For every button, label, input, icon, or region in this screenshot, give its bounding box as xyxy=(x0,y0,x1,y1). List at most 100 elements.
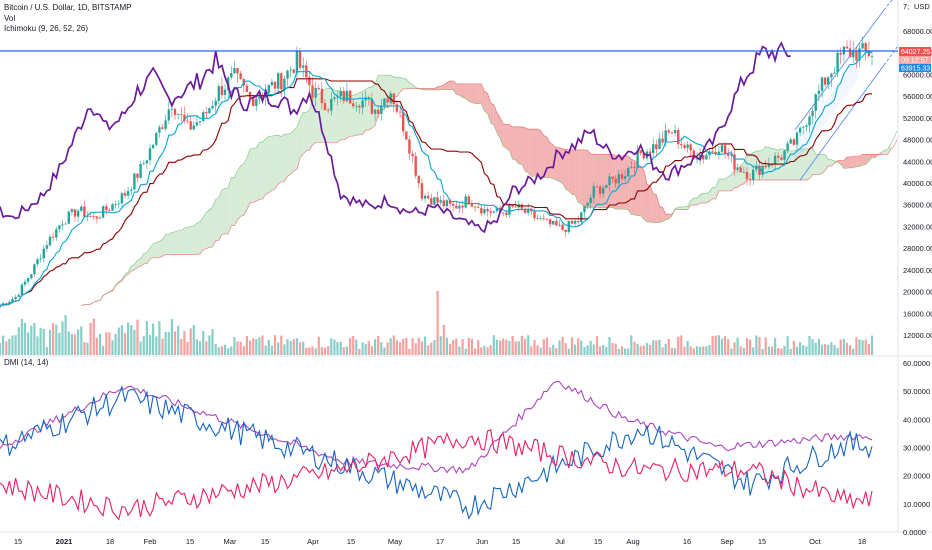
volume-bar xyxy=(252,338,255,355)
volume-bar xyxy=(805,346,808,355)
candle-body xyxy=(245,85,249,92)
candle-body xyxy=(358,105,361,108)
volume-bar xyxy=(92,318,95,355)
candle-body xyxy=(605,185,608,188)
candle-body xyxy=(655,144,658,150)
volume-bar xyxy=(555,348,558,355)
volume-bar xyxy=(180,339,183,355)
volume-bar xyxy=(499,340,502,355)
candle-body xyxy=(561,224,564,230)
price-tick-label: 16000.00 xyxy=(903,309,932,318)
cloud-segment xyxy=(603,154,607,208)
volume-bar xyxy=(355,339,358,355)
candle-body xyxy=(198,121,202,123)
volume-bar xyxy=(73,334,77,355)
candle-body xyxy=(608,176,611,185)
volume-bar xyxy=(539,347,542,355)
volume-bar xyxy=(223,344,227,355)
volume-bar xyxy=(542,339,545,355)
cloud-segment xyxy=(665,214,669,220)
candle-body xyxy=(377,109,380,114)
cloud-segment xyxy=(356,92,360,136)
cloud-segment xyxy=(853,156,857,168)
cloud-segment xyxy=(193,223,197,255)
volume-bar xyxy=(411,338,414,355)
volume-bar xyxy=(280,335,283,355)
candle-body xyxy=(183,114,186,121)
ichimoku-cloud xyxy=(81,74,898,307)
volume-bar xyxy=(267,339,270,355)
volume-bar xyxy=(123,333,127,355)
candle-body xyxy=(552,220,555,225)
cloud-segment xyxy=(387,75,391,108)
candle-body xyxy=(433,197,436,205)
volume-bar xyxy=(711,335,714,355)
cloud-segment xyxy=(406,78,410,89)
candle-body xyxy=(320,88,324,104)
candle-body xyxy=(864,43,867,51)
volume-bar xyxy=(533,339,536,355)
candle-body xyxy=(483,209,486,214)
cloud-segment xyxy=(393,76,397,98)
candle-body xyxy=(858,48,861,61)
volume-bar xyxy=(370,346,373,355)
candle-body xyxy=(386,98,389,103)
cloud-segment xyxy=(821,154,826,174)
dmi-label: DMI (14, 14) xyxy=(4,358,49,367)
cloud-segment xyxy=(793,149,797,180)
adx-line xyxy=(0,380,873,475)
cloud-segment xyxy=(371,84,376,129)
volume-bar xyxy=(464,348,467,355)
candle-body xyxy=(414,156,417,176)
time-tick-label: 16 xyxy=(683,537,691,546)
volume-bar xyxy=(323,347,327,355)
volume-bar xyxy=(239,341,242,355)
settings-icon[interactable]: 7; xyxy=(903,2,909,11)
candle-body xyxy=(392,93,395,105)
volume-bar xyxy=(349,338,352,355)
volume-bar xyxy=(230,346,233,355)
leading-span-a xyxy=(81,74,898,307)
candle-body xyxy=(695,158,699,160)
countdown-badge xyxy=(899,56,931,64)
lagging-span xyxy=(0,41,791,234)
cloud-segment xyxy=(646,183,651,222)
candle-body xyxy=(61,224,64,226)
volume-bar xyxy=(161,338,164,355)
volume-bar xyxy=(67,331,70,355)
cloud-segment xyxy=(662,207,666,222)
volume-bar xyxy=(139,341,142,355)
cloud-segment xyxy=(612,154,616,210)
cloud-segment xyxy=(275,135,279,189)
volume-bar xyxy=(452,340,455,355)
cloud-segment xyxy=(200,217,204,254)
cloud-segment xyxy=(143,252,147,264)
candle-body xyxy=(295,50,299,73)
candle-body xyxy=(48,236,52,246)
price-tick-label: 68000.00 xyxy=(903,27,932,36)
volume-bar xyxy=(39,328,42,355)
volume-bar xyxy=(320,347,323,355)
volume-bar xyxy=(358,349,361,355)
cloud-segment xyxy=(190,225,194,255)
candle-body xyxy=(314,88,317,98)
cloud-segment xyxy=(284,134,288,182)
volume-bar xyxy=(236,341,239,355)
leading-span-b xyxy=(81,80,898,307)
candle-body xyxy=(158,127,161,133)
cloud-segment xyxy=(872,154,876,158)
candle-body xyxy=(848,48,852,58)
volume-bar xyxy=(395,340,398,355)
volume-bar xyxy=(142,336,145,355)
volume-bar xyxy=(577,338,580,355)
volume-bar xyxy=(302,341,305,355)
candle-body xyxy=(533,211,536,219)
cloud-segment xyxy=(268,136,272,193)
candle-body xyxy=(280,73,283,90)
cloud-segment xyxy=(203,212,207,250)
volume-bar xyxy=(736,337,739,355)
candle-body xyxy=(420,183,424,199)
volume-bar xyxy=(714,335,717,355)
cloud-segment xyxy=(243,158,247,216)
candle-body xyxy=(661,138,664,143)
